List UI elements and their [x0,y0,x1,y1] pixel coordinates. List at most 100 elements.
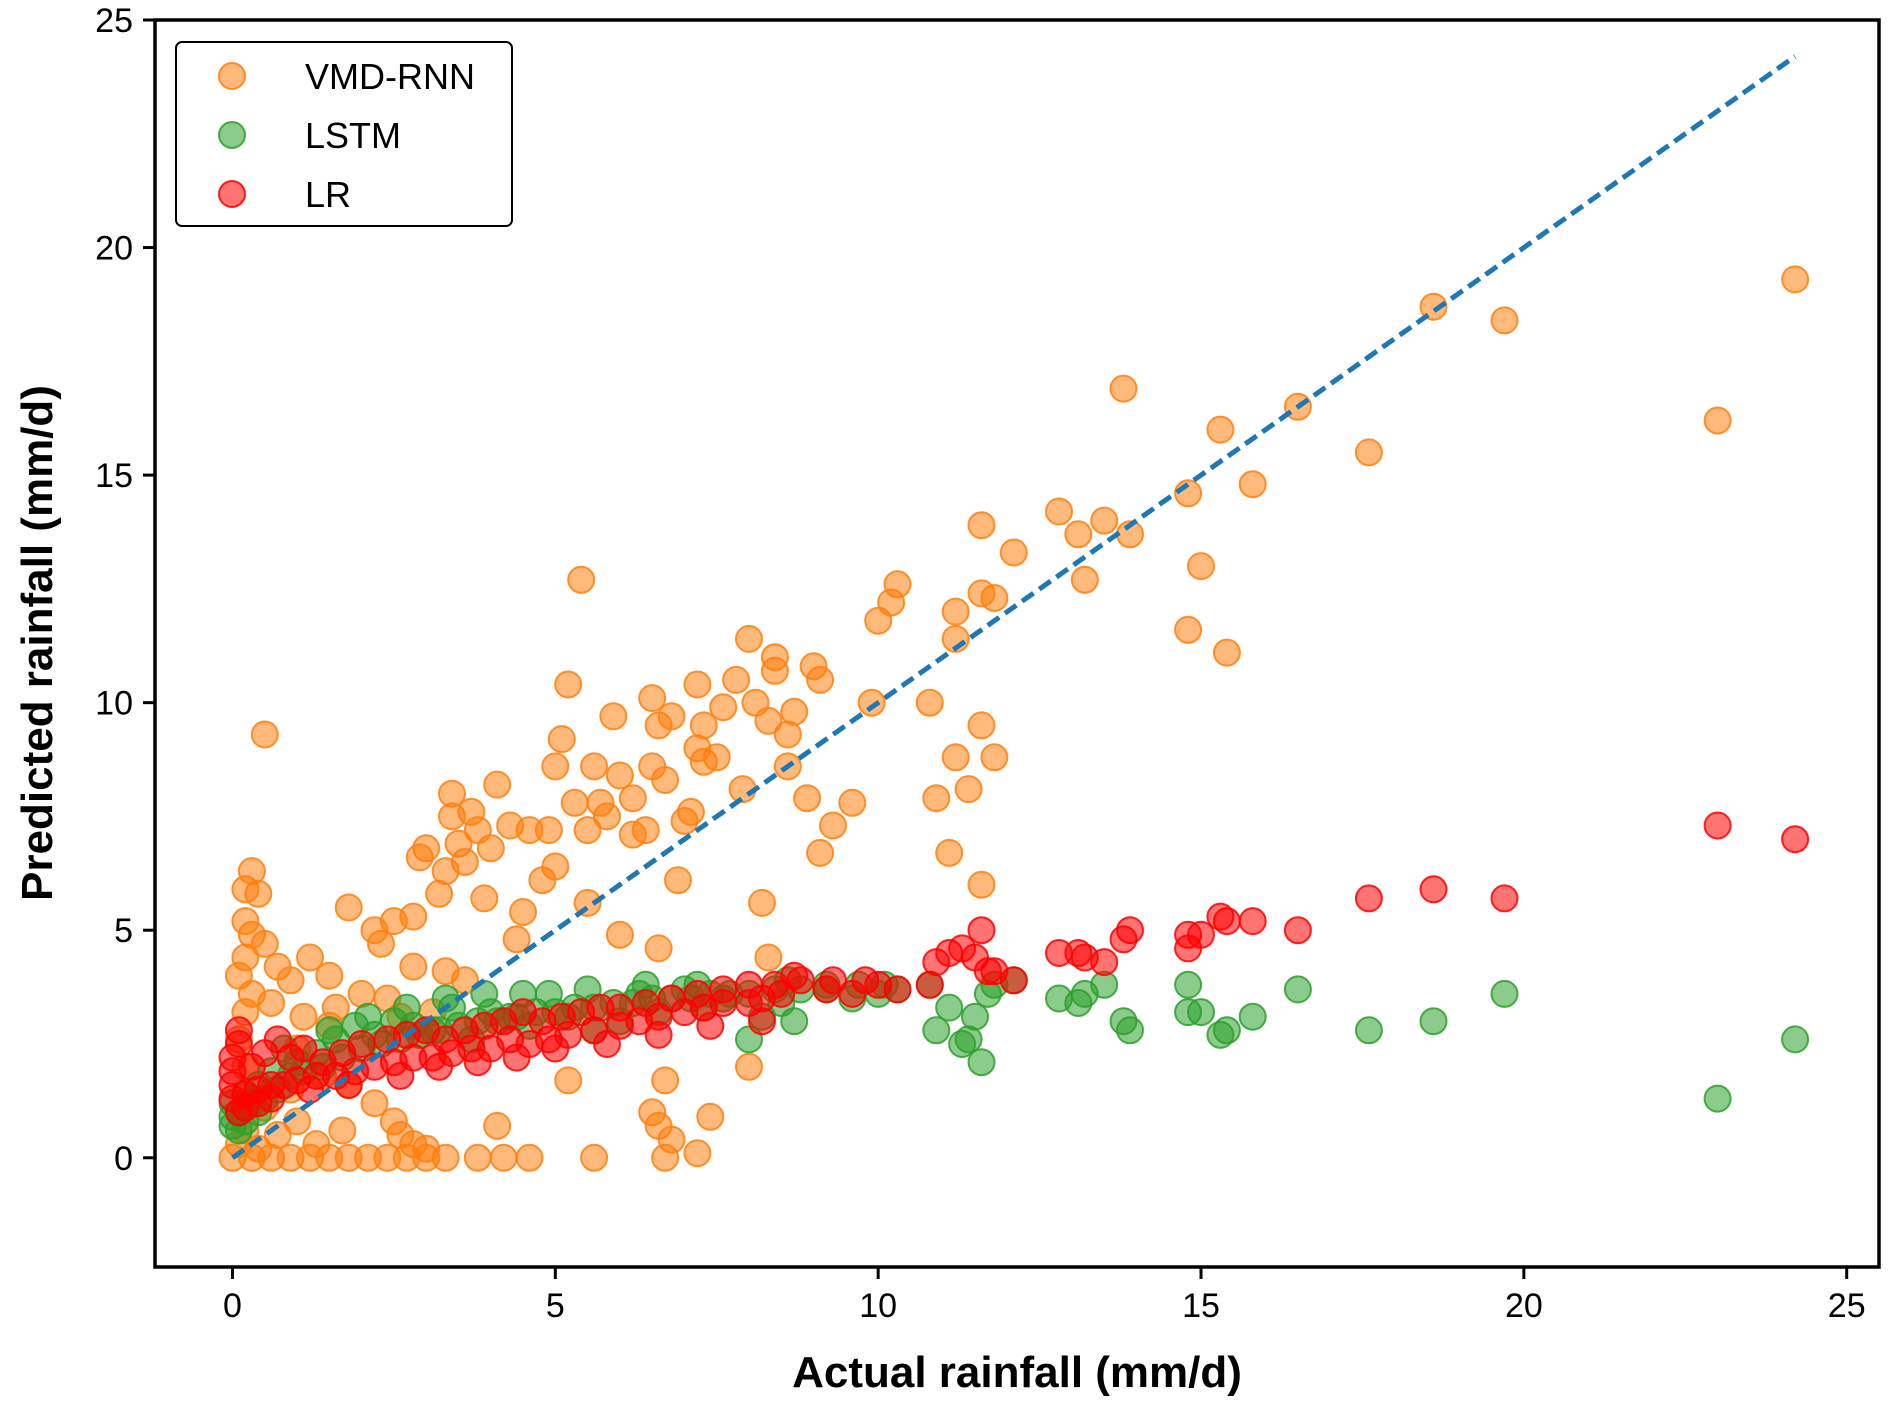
point-vmd-rnn-16 [1064,520,1093,549]
point-lr-96 [851,966,880,995]
point-lstm-5 [1283,975,1312,1004]
x-tick-label-10: 10 [859,1287,897,1325]
point-vmd-rnn-60 [664,866,692,895]
point-vmd-rnn-15 [1070,565,1099,594]
point-vmd-rnn-122 [605,920,634,949]
legend-label-lstm: LSTM [305,115,401,156]
point-vmd-rnn-111 [276,966,305,995]
y-axis-title: Predicted rainfall (mm/d) [13,385,62,901]
point-vmd-rnn-74 [573,816,602,845]
point-vmd-rnn-169 [302,1130,331,1159]
point-vmd-rnn-143 [580,1143,609,1172]
legend-box [175,41,513,227]
point-vmd-rnn-57 [683,734,712,763]
point-lstm-24 [948,1030,977,1058]
point-vmd-rnn-112 [296,943,324,972]
point-vmd-rnn-82 [528,866,557,895]
point-lstm-0 [1781,1025,1810,1054]
point-vmd-rnn-2 [1490,306,1519,335]
point-vmd-rnn-23 [980,743,1009,772]
point-vmd-rnn-7 [1212,638,1241,667]
point-vmd-rnn-38 [806,838,835,867]
point-lstm-6 [1238,1002,1267,1031]
plot-frame [153,18,1881,1269]
point-lr-108 [593,1030,621,1058]
point-vmd-rnn-95 [425,879,454,908]
point-lr-107 [541,1034,570,1063]
point-vmd-rnn-85 [496,811,525,840]
x-tick-label-15: 15 [1182,1287,1220,1325]
point-vmd-rnn-91 [444,829,473,858]
x-tick-label-25: 25 [1828,1287,1866,1325]
point-vmd-rnn-101 [334,893,363,922]
legend: VMD-RNN LSTM LR [175,41,513,227]
point-lr-105 [463,1048,492,1077]
point-vmd-rnn-63 [644,711,673,740]
legend-marker-lstm [218,121,246,149]
point-vmd-rnn-56 [683,670,712,699]
point-vmd-rnn-179 [257,989,286,1017]
point-vmd-rnn-139 [463,1143,492,1172]
point-vmd-rnn-26 [954,775,983,804]
point-vmd-rnn-9 [1187,552,1215,581]
point-vmd-rnn-68 [618,820,647,849]
point-vmd-rnn-119 [470,884,499,913]
point-vmd-rnn-6 [1238,470,1267,499]
point-vmd-rnn-142 [515,1143,544,1172]
point-lr-100 [257,1084,286,1113]
point-vmd-rnn-21 [967,579,996,608]
point-lr-110 [696,1011,725,1040]
point-vmd-rnn-152 [554,1066,583,1095]
point-lr-26 [915,970,944,999]
point-vmd-rnn-77 [554,670,583,699]
y-tick-label-10: 10 [95,685,133,723]
point-lstm-20 [967,1048,996,1077]
legend-label-lr: LR [305,174,351,215]
y-tick-label-20: 20 [95,230,133,268]
point-vmd-rnn-140 [483,1111,512,1140]
point-lr-101 [296,1075,324,1104]
point-vmd-rnn-20 [967,511,996,540]
point-vmd-rnn-72 [586,788,615,817]
point-vmd-rnn-146 [651,1066,680,1095]
point-vmd-rnn-178 [224,961,253,990]
point-vmd-rnn-70 [599,702,628,731]
x-axis-ticks: 0 5 10 15 20 25 [223,1267,1866,1325]
point-lr-103 [386,1061,415,1090]
point-vmd-rnn-180 [289,1002,318,1031]
point-vmd-rnn-13 [1109,374,1138,403]
point-lstm-1 [1703,1084,1732,1113]
point-lr-95 [819,966,847,995]
point-vmd-rnn-113 [315,961,344,990]
legend-label-vmd-rnn: VMD-RNN [305,56,475,97]
point-vmd-rnn-30 [922,784,951,813]
point-vmd-rnn-65 [638,752,667,781]
point-lstm-25 [935,993,964,1022]
point-vmd-rnn-124 [748,888,776,917]
y-tick-label-5: 5 [114,912,133,950]
point-vmd-rnn-78 [547,725,576,754]
point-lr-94 [786,966,815,995]
point-lr-13 [1109,925,1138,954]
point-vmd-rnn-141 [489,1143,518,1172]
point-lr-20 [967,916,996,945]
point-lstm-102 [315,1016,344,1045]
point-vmd-rnn-28 [941,597,970,626]
point-vmd-rnn-163 [412,1143,441,1172]
point-lr-1 [1703,811,1732,840]
point-vmd-rnn-150 [696,1102,725,1131]
x-tick-label-5: 5 [546,1287,565,1325]
y-tick-label-15: 15 [95,457,133,495]
point-lstm-2 [1490,979,1519,1008]
point-vmd-rnn-52 [709,693,738,722]
point-vmd-rnn-27 [935,838,964,867]
point-lr-11 [1174,920,1203,949]
point-vmd-rnn-25 [941,743,970,772]
point-lr-87 [605,993,634,1022]
point-vmd-rnn-48 [741,688,770,717]
point-lstm-104 [392,993,421,1022]
point-vmd-rnn-133 [360,1089,389,1118]
y-tick-label-25: 25 [95,2,133,40]
point-lr-3 [1419,875,1448,904]
